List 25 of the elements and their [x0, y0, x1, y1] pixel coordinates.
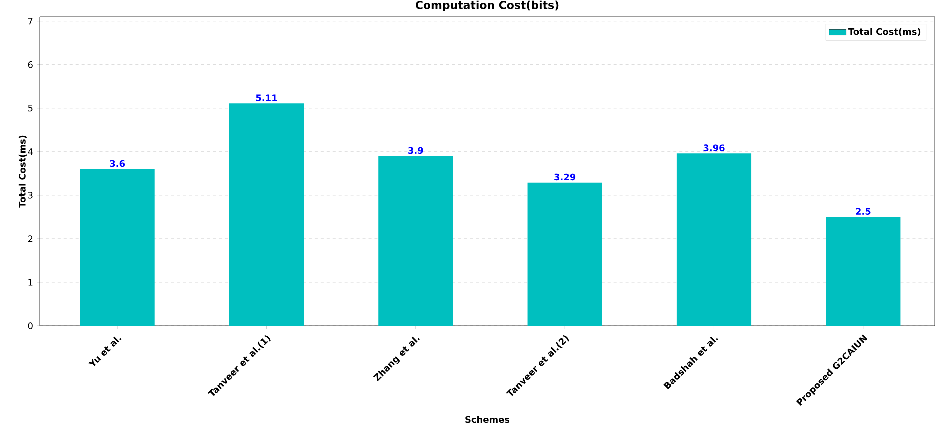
bar	[826, 217, 901, 326]
data-label: 3.96	[704, 144, 725, 152]
y-tick-label: 1	[28, 279, 33, 286]
y-axis-title: Total Cost(ms)	[18, 136, 27, 208]
y-tick-label: 5	[28, 105, 33, 112]
y-tick-label: 0	[28, 322, 33, 330]
y-tick-label: 7	[28, 18, 33, 25]
bar	[528, 182, 602, 326]
y-tick-label: 3	[28, 192, 33, 199]
bar	[80, 169, 155, 326]
x-tick-label: Yu et al.	[88, 336, 122, 366]
bar	[676, 154, 752, 326]
chart-title: Computation Cost(bits)	[416, 0, 559, 12]
bar	[229, 104, 304, 326]
y-tick-label: 4	[28, 148, 33, 156]
data-label: 3.9	[408, 147, 424, 154]
data-label: 3.6	[110, 160, 126, 168]
data-label: 5.11	[256, 94, 278, 102]
legend-label: Total Cost(ms)	[848, 28, 921, 36]
bar	[378, 156, 454, 326]
data-label: 2.5	[856, 208, 871, 215]
x-axis-title: Schemes	[466, 416, 510, 424]
y-tick-label: 2	[28, 236, 33, 242]
data-label: 3.29	[554, 174, 576, 181]
y-tick-label: 6	[28, 61, 33, 68]
